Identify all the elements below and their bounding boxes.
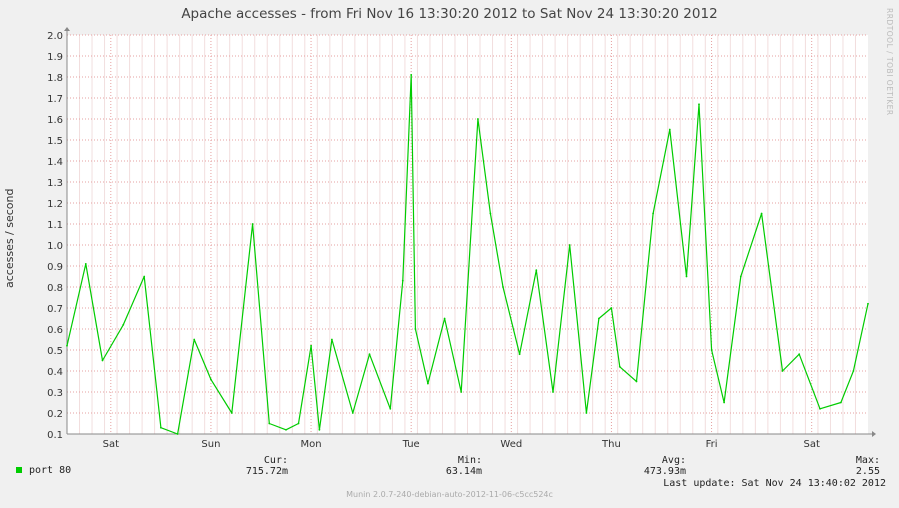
last-update: Last update: Sat Nov 24 13:40:02 2012 [663, 478, 886, 489]
cur-header: Cur: [263, 455, 288, 466]
legend-series-label: port 80 [29, 465, 72, 476]
plot-area: 0.1 0.2 0.3 0.4 0.5 0.6 0.7 0.8 0.9 1.0 1.1 1.2 1.3 1… [47, 27, 876, 450]
y-tick-label: 1.5 [47, 136, 63, 147]
max-value: 2.55 [855, 466, 880, 477]
data-point [160, 426, 162, 429]
data-point [585, 412, 588, 414]
data-point [668, 128, 671, 131]
x-tick-label: Sat [803, 439, 819, 450]
y-tick-label: 1.1 [47, 220, 63, 231]
max-header: Max: [855, 455, 880, 466]
x-tick-label: Fri [706, 439, 718, 450]
data-point [698, 103, 700, 106]
y-tick-label: 2.0 [47, 31, 63, 42]
x-tick-label: Tue [402, 439, 420, 450]
data-point [443, 317, 446, 320]
y-tick-label: 1.0 [47, 241, 63, 252]
data-point [618, 365, 621, 368]
x-tick-label: Thu [601, 439, 621, 450]
data-point [635, 380, 638, 383]
y-tick-label: 1.7 [47, 94, 63, 105]
data-point [685, 275, 688, 278]
y-tick-label: 0.3 [47, 388, 63, 399]
data-point [460, 391, 463, 393]
data-point [852, 370, 855, 372]
data-point [230, 412, 233, 414]
data-point [285, 428, 287, 431]
data-point [568, 244, 571, 246]
data-point [710, 349, 713, 351]
y-tick-label: 0.6 [47, 325, 63, 336]
y-tick-label: 1.3 [47, 178, 63, 189]
y-tick-label: 1.4 [47, 157, 63, 168]
data-point [410, 74, 413, 76]
data-point [518, 353, 521, 356]
data-point [251, 223, 254, 225]
data-point [268, 422, 271, 425]
data-point [723, 401, 725, 404]
x-tick-label: Sat [103, 439, 119, 450]
cur-value: 715.72m [245, 466, 288, 477]
data-point [819, 407, 821, 410]
data-point [401, 279, 404, 282]
data-point [389, 407, 392, 410]
y-tick-label: 0.8 [47, 283, 63, 294]
avg-value: 473.93m [643, 466, 686, 477]
data-point [739, 275, 742, 278]
data-point [552, 391, 554, 393]
data-point [368, 353, 371, 356]
data-point [331, 338, 333, 341]
chart-title: Apache accesses - from Fri Nov 16 13:30:… [181, 6, 718, 22]
data-point [318, 428, 321, 431]
y-tick-label: 0.7 [47, 304, 63, 315]
legend-swatch [16, 467, 22, 473]
data-point [193, 338, 196, 341]
data-point [760, 212, 763, 215]
data-point [297, 422, 300, 425]
data-point [427, 382, 429, 385]
x-tick-label: Mon [301, 439, 322, 450]
munin-version-footer: Munin 2.0.7-240-debian-auto-2012-11-06-c… [346, 490, 553, 499]
data-point [798, 353, 801, 356]
data-point [414, 328, 417, 330]
data-point [598, 317, 600, 320]
data-point [84, 263, 87, 265]
y-tick-label: 1.2 [47, 199, 63, 210]
data-point [310, 344, 312, 347]
data-point [210, 378, 212, 381]
data-point [781, 370, 784, 372]
min-header: Min: [457, 455, 482, 466]
y-tick-label: 0.4 [47, 367, 63, 378]
data-point [143, 275, 146, 278]
y-tick-label: 0.9 [47, 262, 63, 273]
series-line-port-80 [66, 74, 869, 435]
x-axis-arrow [872, 431, 876, 437]
y-axis-arrow [64, 27, 70, 31]
data-point [176, 433, 179, 435]
x-tick-label: Wed [500, 439, 522, 450]
data-point [502, 286, 504, 288]
data-point [867, 302, 869, 305]
y-tick-label: 0.5 [47, 346, 63, 357]
data-point [477, 118, 479, 120]
y-tick-label: 0.1 [47, 430, 63, 441]
data-point [122, 323, 125, 326]
data-point [840, 401, 842, 404]
data-point [489, 212, 492, 215]
y-tick-label: 1.8 [47, 73, 63, 84]
y-tick-label: 1.9 [47, 52, 63, 63]
data-point [652, 212, 654, 215]
data-point [66, 344, 68, 347]
y-tick-label: 0.2 [47, 409, 63, 420]
avg-header: Avg: [661, 455, 686, 466]
min-value: 63.14m [445, 466, 482, 477]
data-point [101, 359, 104, 362]
data-point [351, 412, 354, 414]
x-tick-label: Sun [201, 439, 220, 450]
y-tick-label: 1.6 [47, 115, 63, 126]
data-point [610, 307, 613, 309]
data-point [535, 269, 538, 272]
